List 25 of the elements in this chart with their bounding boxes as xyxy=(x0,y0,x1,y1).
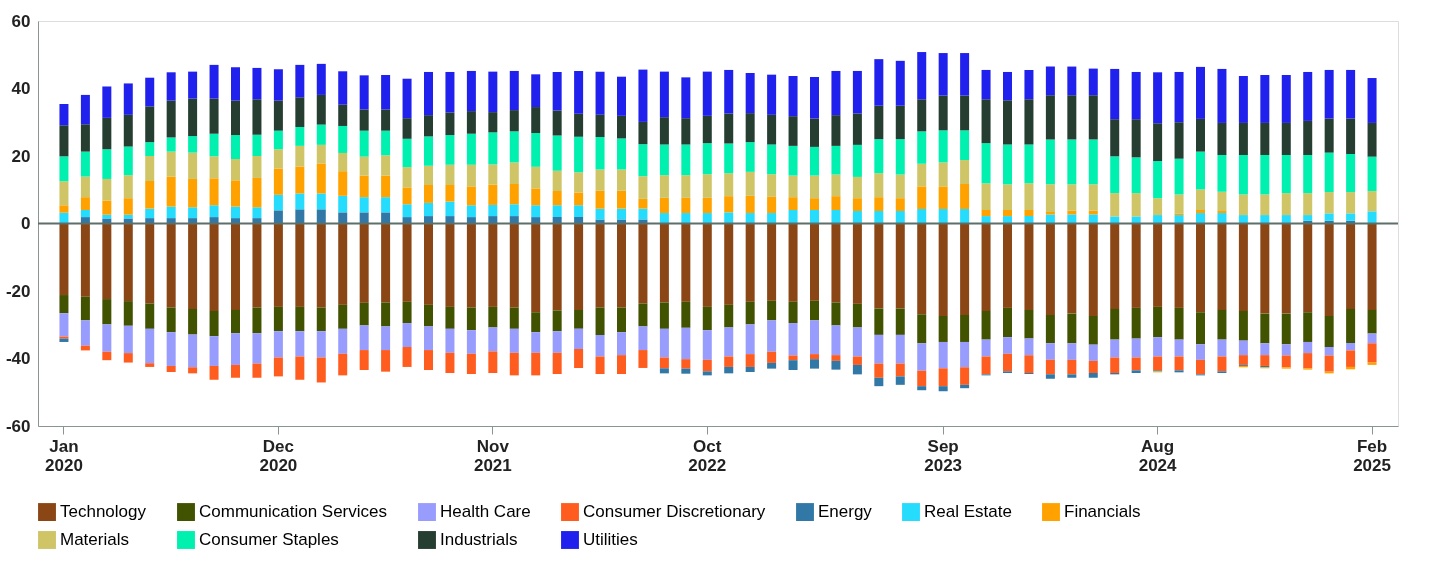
legend-label: Industrials xyxy=(440,530,518,549)
legend-label: Financials xyxy=(1064,502,1141,522)
y-tick-label: 60 xyxy=(11,11,31,31)
y-tick-label: -20 xyxy=(5,281,31,301)
legend-label: Utilities xyxy=(583,530,638,549)
y-tick-label: 40 xyxy=(11,79,31,98)
legend-label: Real Estate xyxy=(924,502,1012,522)
x-tick-label: Sep 2023 xyxy=(924,436,963,475)
x-tick-label: Oct 2022 xyxy=(688,436,727,475)
legend-label: Energy xyxy=(818,502,873,522)
x-tick-label: Feb 2025 xyxy=(1353,436,1391,475)
x-tick-label: Aug 2024 xyxy=(1138,436,1178,475)
y-tick-label: 0 xyxy=(21,214,31,233)
legend-label: Communication Services xyxy=(199,502,388,522)
y-tick-label: -60 xyxy=(5,416,31,436)
legend-label: Consumer Staples xyxy=(199,530,339,549)
legend-label: Technology xyxy=(60,502,147,522)
x-tick-label: Jan 2020 xyxy=(45,436,83,475)
x-tick-label: Dec 2020 xyxy=(259,436,298,475)
y-tick-label: -40 xyxy=(5,349,31,368)
legend-label: Health Care xyxy=(440,502,531,522)
legend-label: Materials xyxy=(60,530,129,549)
x-tick-label: Nov 2021 xyxy=(473,436,512,475)
y-tick-label: 20 xyxy=(11,146,31,166)
legend-label: Consumer Discretionary xyxy=(583,502,766,522)
